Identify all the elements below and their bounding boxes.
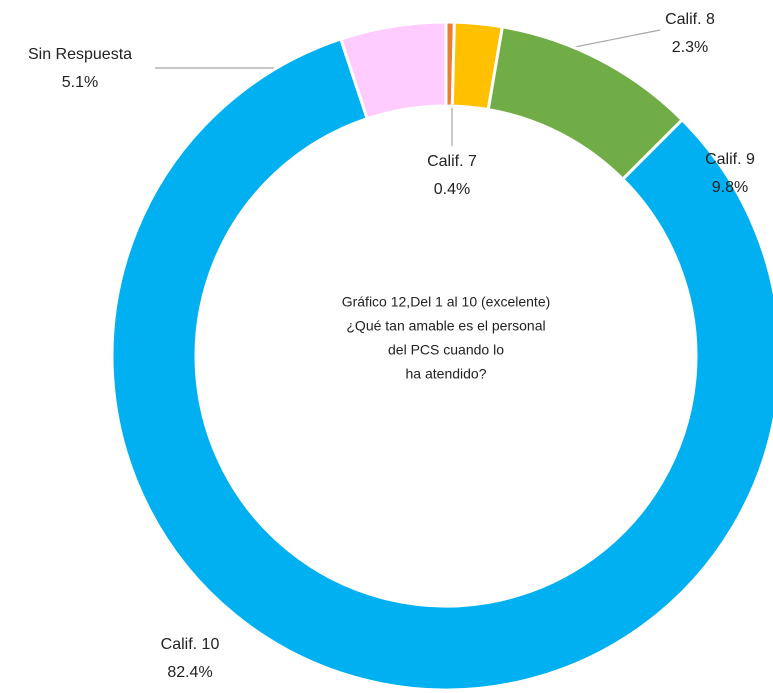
segment-label: Calif. 8 <box>665 11 715 28</box>
segment-value-label: 82.4% <box>167 664 212 681</box>
segment-value-label: 9.8% <box>712 179 748 196</box>
segment-value-label: 2.3% <box>672 39 708 56</box>
chart-title: ha atendido? <box>406 366 487 382</box>
chart-title: Gráfico 12,Del 1 al 10 (excelente) <box>342 294 551 310</box>
donut-segment <box>110 37 773 692</box>
segment-label: Sin Respuesta <box>28 46 132 63</box>
chart-title: del PCS cuando lo <box>388 342 504 358</box>
segment-label: Calif. 9 <box>705 151 755 168</box>
segment-value-label: 5.1% <box>62 74 98 91</box>
segment-value-label: 0.4% <box>434 181 470 198</box>
chart-title: ¿Qué tan amable es el personal <box>346 318 545 334</box>
segment-label: Calif. 10 <box>161 636 220 653</box>
segment-label: Calif. 7 <box>427 153 477 170</box>
donut-segment <box>338 20 448 121</box>
